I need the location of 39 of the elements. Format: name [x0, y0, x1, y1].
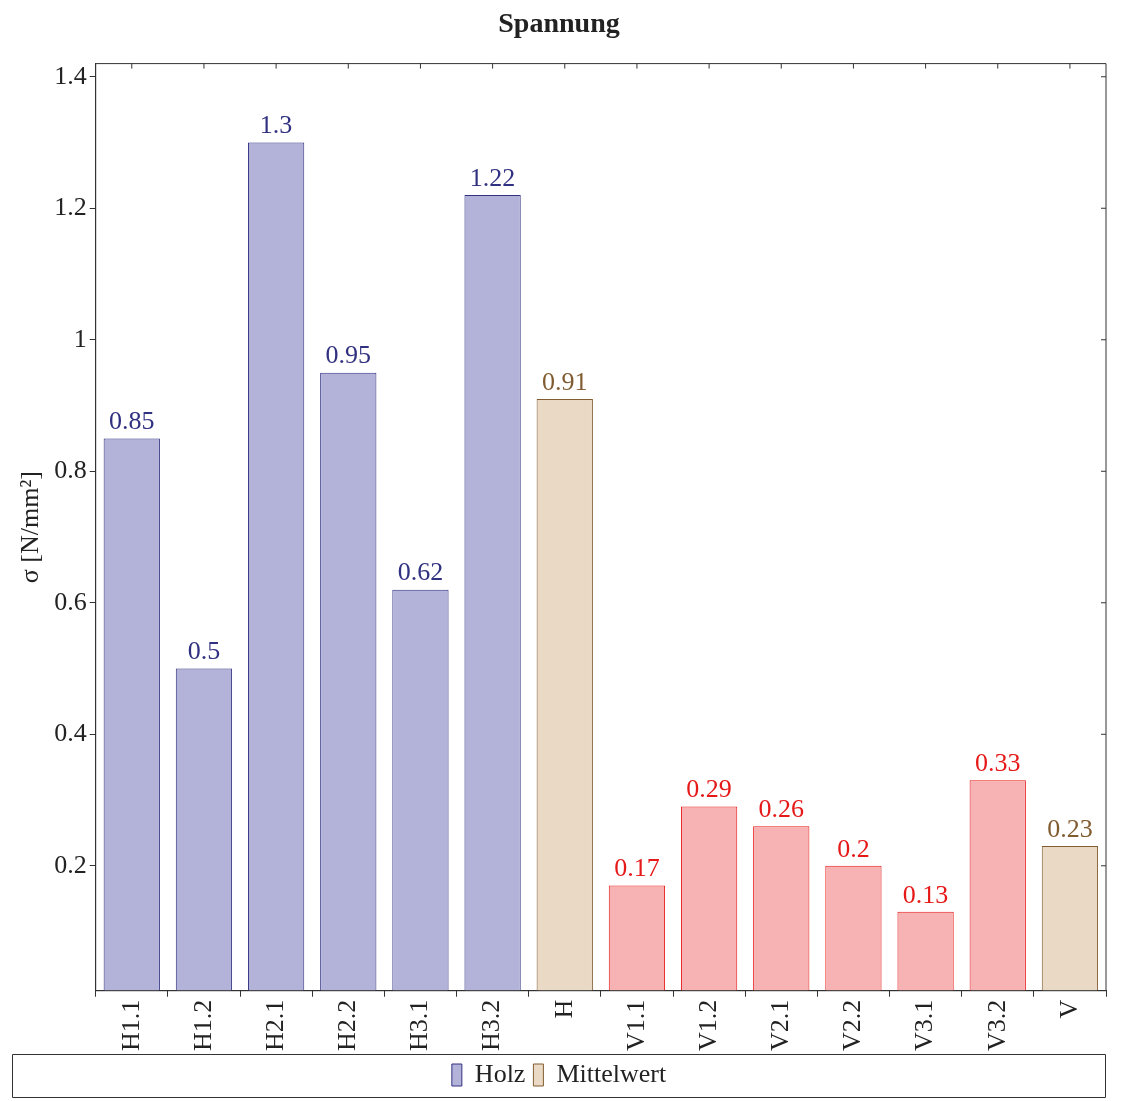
- x-tick-label: V: [1053, 999, 1083, 1019]
- x-tick-label: H1.1: [115, 999, 145, 1051]
- data-label: 1.22: [469, 162, 516, 192]
- chart-title: Spannung: [498, 7, 620, 39]
- data-label: 0.33: [975, 748, 1021, 778]
- data-label: 0.13: [902, 879, 949, 909]
- data-label: 0.95: [325, 340, 372, 370]
- x-tick-label: V2.1: [765, 999, 795, 1051]
- data-label: 0.2: [837, 833, 870, 863]
- data-label: 0.91: [542, 366, 588, 396]
- y-tick-label: 1.4: [54, 60, 87, 90]
- data-label: 1.3: [259, 110, 293, 140]
- x-tick-label: V1.1: [620, 999, 650, 1051]
- x-tick-label: H: [548, 999, 578, 1019]
- x-tick-label: V3.1: [909, 999, 939, 1051]
- data-label: 0.17: [614, 853, 660, 883]
- x-tick-label: V1.2: [692, 999, 722, 1051]
- x-tick-label: V3.2: [981, 999, 1011, 1051]
- y-tick-label: 0.2: [54, 849, 87, 879]
- y-axis-title: σ [N/mm²]: [15, 471, 45, 584]
- x-tick-label: H3.1: [404, 999, 434, 1051]
- legend-label: Mittelwert: [556, 1058, 667, 1088]
- x-tick-label: V2.2: [837, 999, 867, 1051]
- data-label: 0.26: [758, 794, 805, 824]
- x-tick-label: H3.2: [476, 999, 506, 1051]
- x-tick-label: H2.2: [332, 999, 362, 1051]
- data-label: 0.85: [109, 406, 155, 436]
- y-tick-label: 1.2: [54, 192, 87, 222]
- data-label: 0.5: [187, 636, 221, 666]
- data-label: 0.23: [1047, 813, 1093, 843]
- y-tick-label: 0.8: [54, 455, 87, 485]
- y-tick-label: 0.4: [54, 718, 87, 748]
- x-tick-label: H2.1: [259, 999, 289, 1051]
- data-label: 0.62: [397, 557, 444, 587]
- x-tick-label: H1.2: [187, 999, 217, 1051]
- y-tick-label: 0.6: [54, 586, 87, 616]
- y-tick-label: 1: [73, 323, 87, 353]
- data-label: 0.29: [686, 774, 732, 804]
- legend-label: Holz: [474, 1058, 526, 1088]
